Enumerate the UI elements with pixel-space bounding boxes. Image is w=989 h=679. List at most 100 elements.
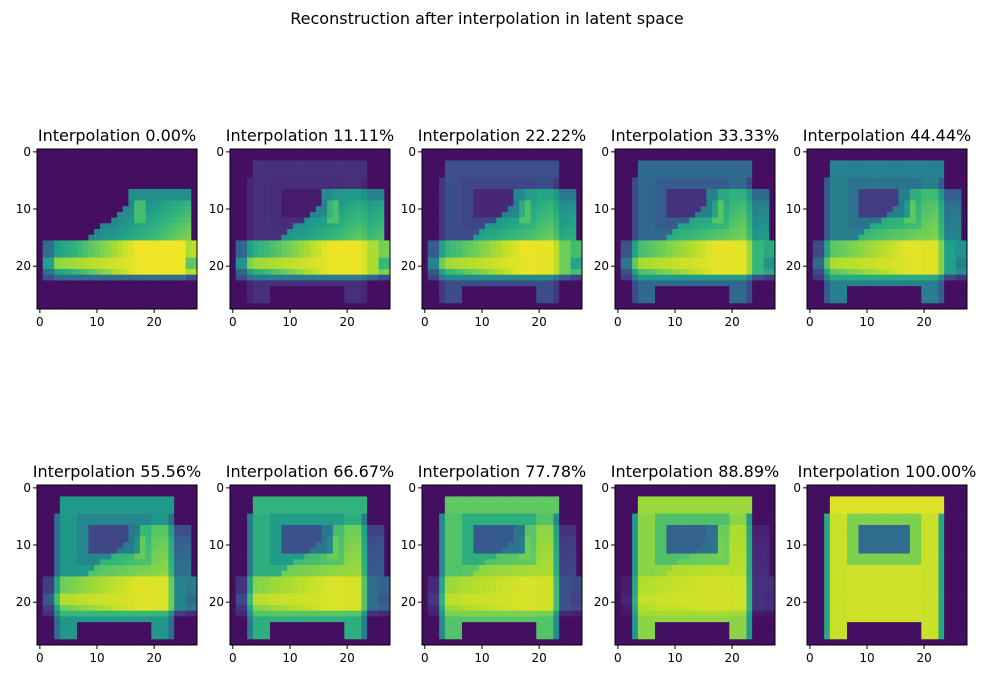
heatmap-cell [174,525,181,532]
heatmap-cell [157,622,164,629]
heatmap-cell [162,269,169,276]
heatmap-cell [315,297,322,304]
heatmap-cell [332,297,339,304]
heatmap-cell [332,490,339,497]
heatmap-cell [570,217,577,224]
heatmap-cell [570,189,577,196]
heatmap-cell [258,507,265,514]
heatmap-cell [157,547,164,554]
heatmap-cell [77,536,84,543]
heatmap-cell [921,154,928,161]
heatmap-cell [672,171,679,178]
heatmap-cell [695,194,702,201]
heatmap-cell [151,194,158,201]
heatmap-cell [824,166,831,173]
heatmap-cell [128,519,135,526]
heatmap-cell [729,223,736,230]
heatmap-cell [117,639,124,646]
heatmap-cell [372,189,379,196]
heatmap-cell [168,154,175,161]
heatmap-cell [275,291,282,298]
heatmap-cell [151,599,158,606]
heatmap-cell [961,303,968,310]
heatmap-cell [139,257,146,264]
heatmap-cell [570,177,577,184]
heatmap-cell [94,154,101,161]
heatmap-cell [875,171,882,178]
heatmap-cell [315,507,322,514]
heatmap-cell [757,183,764,190]
heatmap-cell [553,291,560,298]
heatmap-cell [37,525,44,532]
heatmap-cell [304,234,311,241]
heatmap-cell [479,263,486,270]
heatmap-cell [864,166,871,173]
heatmap-cell [111,639,118,646]
heatmap-cell [559,286,566,293]
heatmap-cell [185,269,192,276]
heatmap-cell [168,559,175,566]
heatmap-cell [298,149,305,156]
heatmap-cell [649,200,656,207]
heatmap-cell [77,229,84,236]
heatmap-cell [427,240,434,247]
heatmap-cell [723,229,730,236]
heatmap-cell [807,166,814,173]
heatmap-cell [740,303,747,310]
heatmap-cell [168,251,175,258]
heatmap-cell [881,149,888,156]
heatmap-cell [367,211,374,218]
heatmap-cell [519,189,526,196]
heatmap-cell [179,496,186,503]
heatmap-cell [660,217,667,224]
heatmap-cell [65,206,72,213]
heatmap-cell [37,610,44,617]
heatmap-cell [887,297,894,304]
heatmap-cell [439,223,446,230]
heatmap-cell [247,513,254,520]
heatmap-cell [898,211,905,218]
heatmap-cell [111,246,118,253]
heatmap-cell [712,211,719,218]
heatmap-cell [355,263,362,270]
heatmap-cell [507,291,514,298]
heatmap-cell [484,200,491,207]
heatmap-cell [921,229,928,236]
heatmap-cell [65,530,72,537]
heatmap-cell [559,269,566,276]
heatmap-cell [111,530,118,537]
heatmap-cell [672,303,679,310]
heatmap-cell [287,154,294,161]
y-tick-label: 20 [16,259,31,273]
heatmap-cell [298,257,305,264]
heatmap-cell [706,257,713,264]
heatmap-cell [672,280,679,287]
heatmap-cell [168,605,175,612]
heatmap-cell [553,229,560,236]
heatmap-cell [852,194,859,201]
heatmap-cell [507,189,514,196]
heatmap-cell [723,177,730,184]
heatmap-cell [769,263,776,270]
heatmap-cell [915,149,922,156]
heatmap-cell [168,183,175,190]
heatmap-cell [179,211,186,218]
heatmap-cell [536,269,543,276]
heatmap-cell [484,229,491,236]
heatmap-cell [615,171,622,178]
heatmap-cell [672,177,679,184]
heatmap-cell [151,576,158,583]
heatmap-cell [444,291,451,298]
heatmap-cell [484,263,491,270]
heatmap-cell [367,274,374,281]
heatmap-cell [191,582,198,589]
heatmap-cell [841,240,848,247]
heatmap-cell [576,229,583,236]
heatmap-cell [185,536,192,543]
heatmap-cell [938,154,945,161]
heatmap-cell [524,240,531,247]
heatmap-cell [117,530,124,537]
heatmap-cell [105,593,112,600]
heatmap-cell [105,234,112,241]
heatmap-cell [82,274,89,281]
